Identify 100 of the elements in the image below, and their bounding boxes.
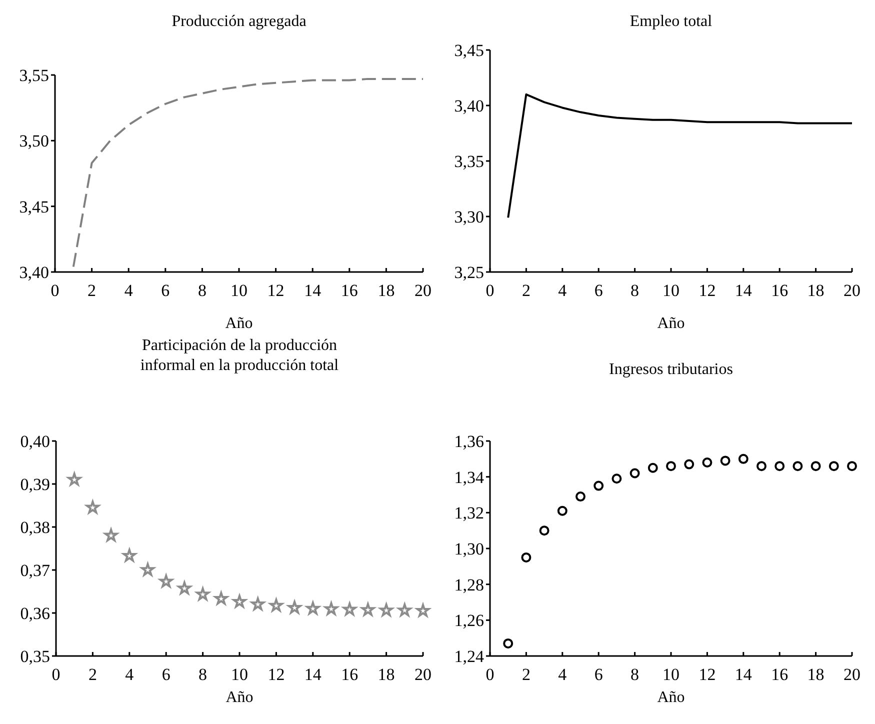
- x-tick-label: 2: [522, 281, 530, 300]
- point: [503, 638, 514, 648]
- point: [557, 506, 568, 516]
- point: [810, 461, 821, 472]
- x-tick-label: 12: [268, 665, 285, 684]
- point: [306, 602, 320, 615]
- point: [847, 461, 857, 472]
- point: [398, 603, 412, 616]
- point: [738, 454, 748, 464]
- point: [630, 468, 640, 478]
- point: [720, 456, 730, 466]
- x-tick-label: 12: [698, 281, 716, 300]
- x-tick-label: 18: [807, 665, 824, 684]
- x-tick-label: 16: [771, 281, 788, 300]
- point: [684, 459, 694, 470]
- point: [828, 461, 839, 472]
- x-axis-title: Año: [226, 689, 254, 706]
- x-tick-label: 14: [734, 665, 752, 684]
- x-tick-label: 10: [662, 281, 680, 300]
- x-tick-label: 2: [88, 665, 97, 684]
- point: [702, 458, 712, 468]
- point: [594, 480, 604, 491]
- y-tick-label: 1,32: [454, 504, 484, 523]
- x-tick-label: 12: [267, 281, 284, 300]
- x-axis-title: Año: [225, 315, 253, 332]
- x-tick-label: 18: [378, 665, 395, 684]
- x-tick-label: 16: [771, 665, 788, 684]
- y-tick-label: 1,26: [454, 611, 484, 630]
- point: [122, 548, 136, 562]
- point: [288, 600, 302, 614]
- x-tick-label: 10: [662, 665, 680, 684]
- y-tick-label: 0,39: [20, 474, 50, 494]
- y-tick-label: 1,30: [454, 539, 484, 558]
- point: [576, 492, 586, 502]
- y-tick-label: 3,40: [454, 96, 484, 116]
- x-tick-label: 6: [594, 665, 603, 684]
- y-tick-label: 3,35: [454, 152, 484, 171]
- x-tick-label: 12: [698, 665, 716, 684]
- y-tick-label: 1,36: [454, 432, 484, 451]
- line-series: [507, 93, 853, 219]
- y-tick-label: 3,45: [454, 40, 484, 60]
- x-tick-label: 10: [231, 665, 248, 684]
- y-tick-label: 0,37: [20, 560, 50, 580]
- point: [756, 461, 766, 472]
- x-tick-label: 20: [414, 281, 432, 300]
- x-tick-label: 4: [558, 281, 568, 300]
- x-tick-label: 20: [414, 665, 432, 684]
- x-tick-label: 16: [341, 665, 358, 684]
- x-tick-label: 8: [630, 665, 640, 684]
- x-tick-label: 4: [124, 281, 134, 300]
- chart-title: Producción agregada: [172, 13, 306, 30]
- x-tick-label: 8: [198, 665, 208, 684]
- y-tick-label: 3,50: [19, 132, 49, 151]
- x-tick-label: 4: [125, 665, 134, 684]
- y-tick-label: 0,35: [20, 646, 50, 666]
- x-tick-label: 0: [486, 281, 494, 300]
- x-tick-label: 10: [230, 281, 248, 300]
- x-tick-label: 0: [486, 665, 494, 684]
- point: [648, 462, 658, 473]
- y-tick-label: 0,38: [20, 518, 50, 537]
- y-tick-label: 3,45: [19, 197, 49, 216]
- x-tick-label: 6: [162, 665, 170, 684]
- point: [214, 592, 228, 605]
- y-tick-label: 3,30: [454, 207, 484, 226]
- x-tick-label: 8: [630, 281, 640, 300]
- x-tick-label: 0: [50, 281, 60, 300]
- point: [251, 597, 265, 610]
- y-tick-label: 3,55: [19, 66, 49, 85]
- point: [539, 526, 550, 536]
- x-tick-label: 18: [378, 281, 395, 300]
- y-tick-label: 0,36: [20, 604, 50, 623]
- y-tick-label: 0,40: [20, 432, 50, 451]
- line-series: [72, 78, 424, 268]
- chart-title: Participación de la producción informal en la producción total: [140, 337, 340, 374]
- x-tick-label: 20: [844, 665, 860, 684]
- y-tick-label: 3,40: [19, 262, 49, 282]
- point: [416, 604, 430, 617]
- x-tick-label: 20: [844, 281, 860, 300]
- x-tick-label: 14: [304, 665, 322, 684]
- x-tick-label: 6: [594, 281, 603, 300]
- point: [666, 461, 676, 472]
- x-tick-label: 16: [340, 281, 358, 300]
- point: [521, 552, 532, 562]
- y-tick-label: 1,34: [454, 468, 484, 487]
- x-tick-label: 14: [734, 281, 752, 300]
- x-tick-label: 8: [198, 281, 206, 300]
- x-tick-label: 14: [304, 281, 322, 300]
- point: [612, 474, 622, 484]
- x-tick-label: 18: [807, 281, 824, 300]
- y-tick-label: 3,25: [454, 262, 484, 282]
- x-tick-label: 4: [558, 665, 568, 684]
- point: [792, 461, 803, 472]
- point: [232, 594, 246, 608]
- chart-title: Empleo total: [630, 13, 713, 30]
- point: [68, 472, 82, 486]
- y-tick-label: 1,24: [454, 646, 484, 666]
- chart-title: Ingresos tributarios: [609, 361, 733, 378]
- x-tick-label: 2: [88, 281, 96, 300]
- x-tick-label: 2: [522, 665, 530, 684]
- x-axis-title: Año: [657, 689, 685, 706]
